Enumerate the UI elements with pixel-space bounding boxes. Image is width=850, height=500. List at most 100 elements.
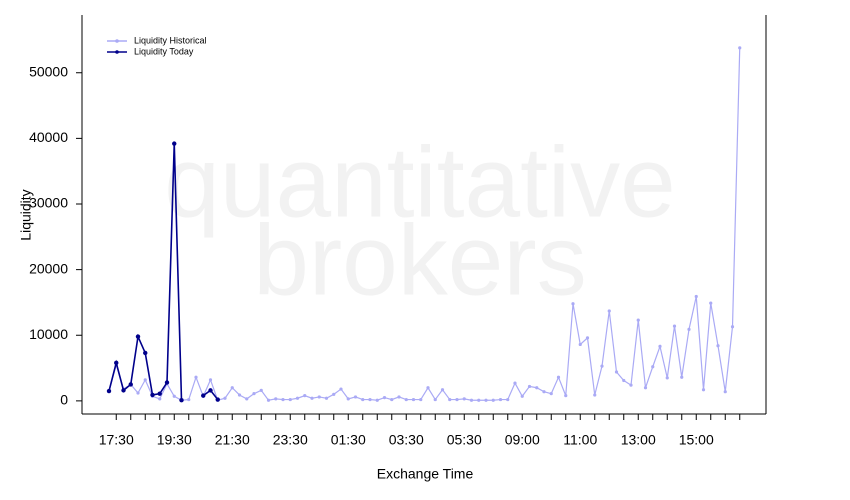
legend-marker xyxy=(115,50,119,54)
point xyxy=(172,394,176,398)
point xyxy=(281,397,285,402)
point xyxy=(614,370,619,374)
x-tick-label: 11:00 xyxy=(563,432,597,448)
point xyxy=(375,398,379,402)
point xyxy=(658,344,662,349)
point xyxy=(106,388,112,394)
y-axis-label: Liquidity xyxy=(18,189,34,240)
point xyxy=(498,397,503,402)
point xyxy=(506,397,510,402)
point xyxy=(143,378,147,382)
point xyxy=(274,397,278,401)
point xyxy=(578,342,582,347)
point xyxy=(324,396,329,400)
point xyxy=(187,397,191,402)
point xyxy=(194,375,198,379)
point xyxy=(237,393,242,397)
point xyxy=(672,324,677,328)
point xyxy=(266,398,271,402)
point xyxy=(303,394,307,398)
point xyxy=(440,388,445,392)
point xyxy=(520,394,524,398)
y-tick-label: 50000 xyxy=(29,63,68,79)
point xyxy=(295,396,300,400)
point xyxy=(114,360,119,366)
point xyxy=(564,394,568,398)
x-tick-label: 05:30 xyxy=(447,432,482,448)
point xyxy=(738,46,742,50)
point xyxy=(368,397,372,402)
point xyxy=(571,302,575,306)
point xyxy=(701,388,706,392)
point xyxy=(361,397,365,402)
point xyxy=(339,387,343,391)
y-tick-label: 20000 xyxy=(29,260,68,276)
x-tick-label: 23:30 xyxy=(273,432,308,448)
point xyxy=(448,397,452,402)
watermark: brokers xyxy=(253,204,586,316)
x-tick-label: 17:30 xyxy=(99,432,134,448)
x-tick-label: 01:30 xyxy=(331,432,366,448)
point xyxy=(230,386,234,390)
point xyxy=(542,390,546,394)
point xyxy=(201,393,206,398)
point xyxy=(484,398,488,402)
point xyxy=(121,388,126,393)
point xyxy=(245,397,249,401)
point xyxy=(143,350,148,356)
point xyxy=(622,378,626,383)
watermark: quantitative xyxy=(164,126,675,238)
point xyxy=(636,318,640,322)
point xyxy=(150,392,155,398)
point xyxy=(629,383,633,387)
x-axis-label: Exchange Time xyxy=(377,466,474,482)
y-tick-label: 10000 xyxy=(29,326,68,342)
point xyxy=(179,398,184,403)
point xyxy=(462,397,466,401)
point xyxy=(535,386,539,390)
point xyxy=(455,397,459,402)
point xyxy=(730,325,735,329)
series-line xyxy=(108,47,741,401)
point xyxy=(208,388,213,393)
point xyxy=(680,375,684,379)
point xyxy=(585,336,590,340)
point xyxy=(491,398,495,402)
point xyxy=(208,378,213,382)
point xyxy=(411,397,416,402)
point xyxy=(128,382,133,387)
point xyxy=(419,397,423,402)
point xyxy=(157,391,162,396)
y-tick-label: 40000 xyxy=(29,129,68,145)
point xyxy=(317,395,321,399)
point xyxy=(346,397,350,401)
x-tick-label: 13:00 xyxy=(621,432,656,448)
point xyxy=(382,395,387,400)
point xyxy=(716,344,720,348)
y-tick-label: 30000 xyxy=(29,195,68,211)
point xyxy=(549,392,553,396)
point xyxy=(593,393,597,397)
point xyxy=(136,391,140,395)
point xyxy=(404,397,408,402)
point xyxy=(600,364,604,368)
point xyxy=(158,397,162,401)
legend-label: Liquidity Historical xyxy=(134,35,207,45)
point xyxy=(643,386,648,390)
point xyxy=(469,398,474,402)
point xyxy=(687,327,691,331)
point xyxy=(665,376,669,380)
point xyxy=(527,384,532,389)
point xyxy=(215,397,220,402)
point xyxy=(477,398,481,402)
x-tick-label: 15:00 xyxy=(679,432,714,448)
point xyxy=(288,397,292,402)
point xyxy=(607,309,611,313)
legend-marker xyxy=(115,39,119,43)
point xyxy=(694,294,698,299)
point xyxy=(556,375,561,379)
point xyxy=(397,395,401,399)
point xyxy=(259,388,263,392)
point xyxy=(426,386,430,390)
